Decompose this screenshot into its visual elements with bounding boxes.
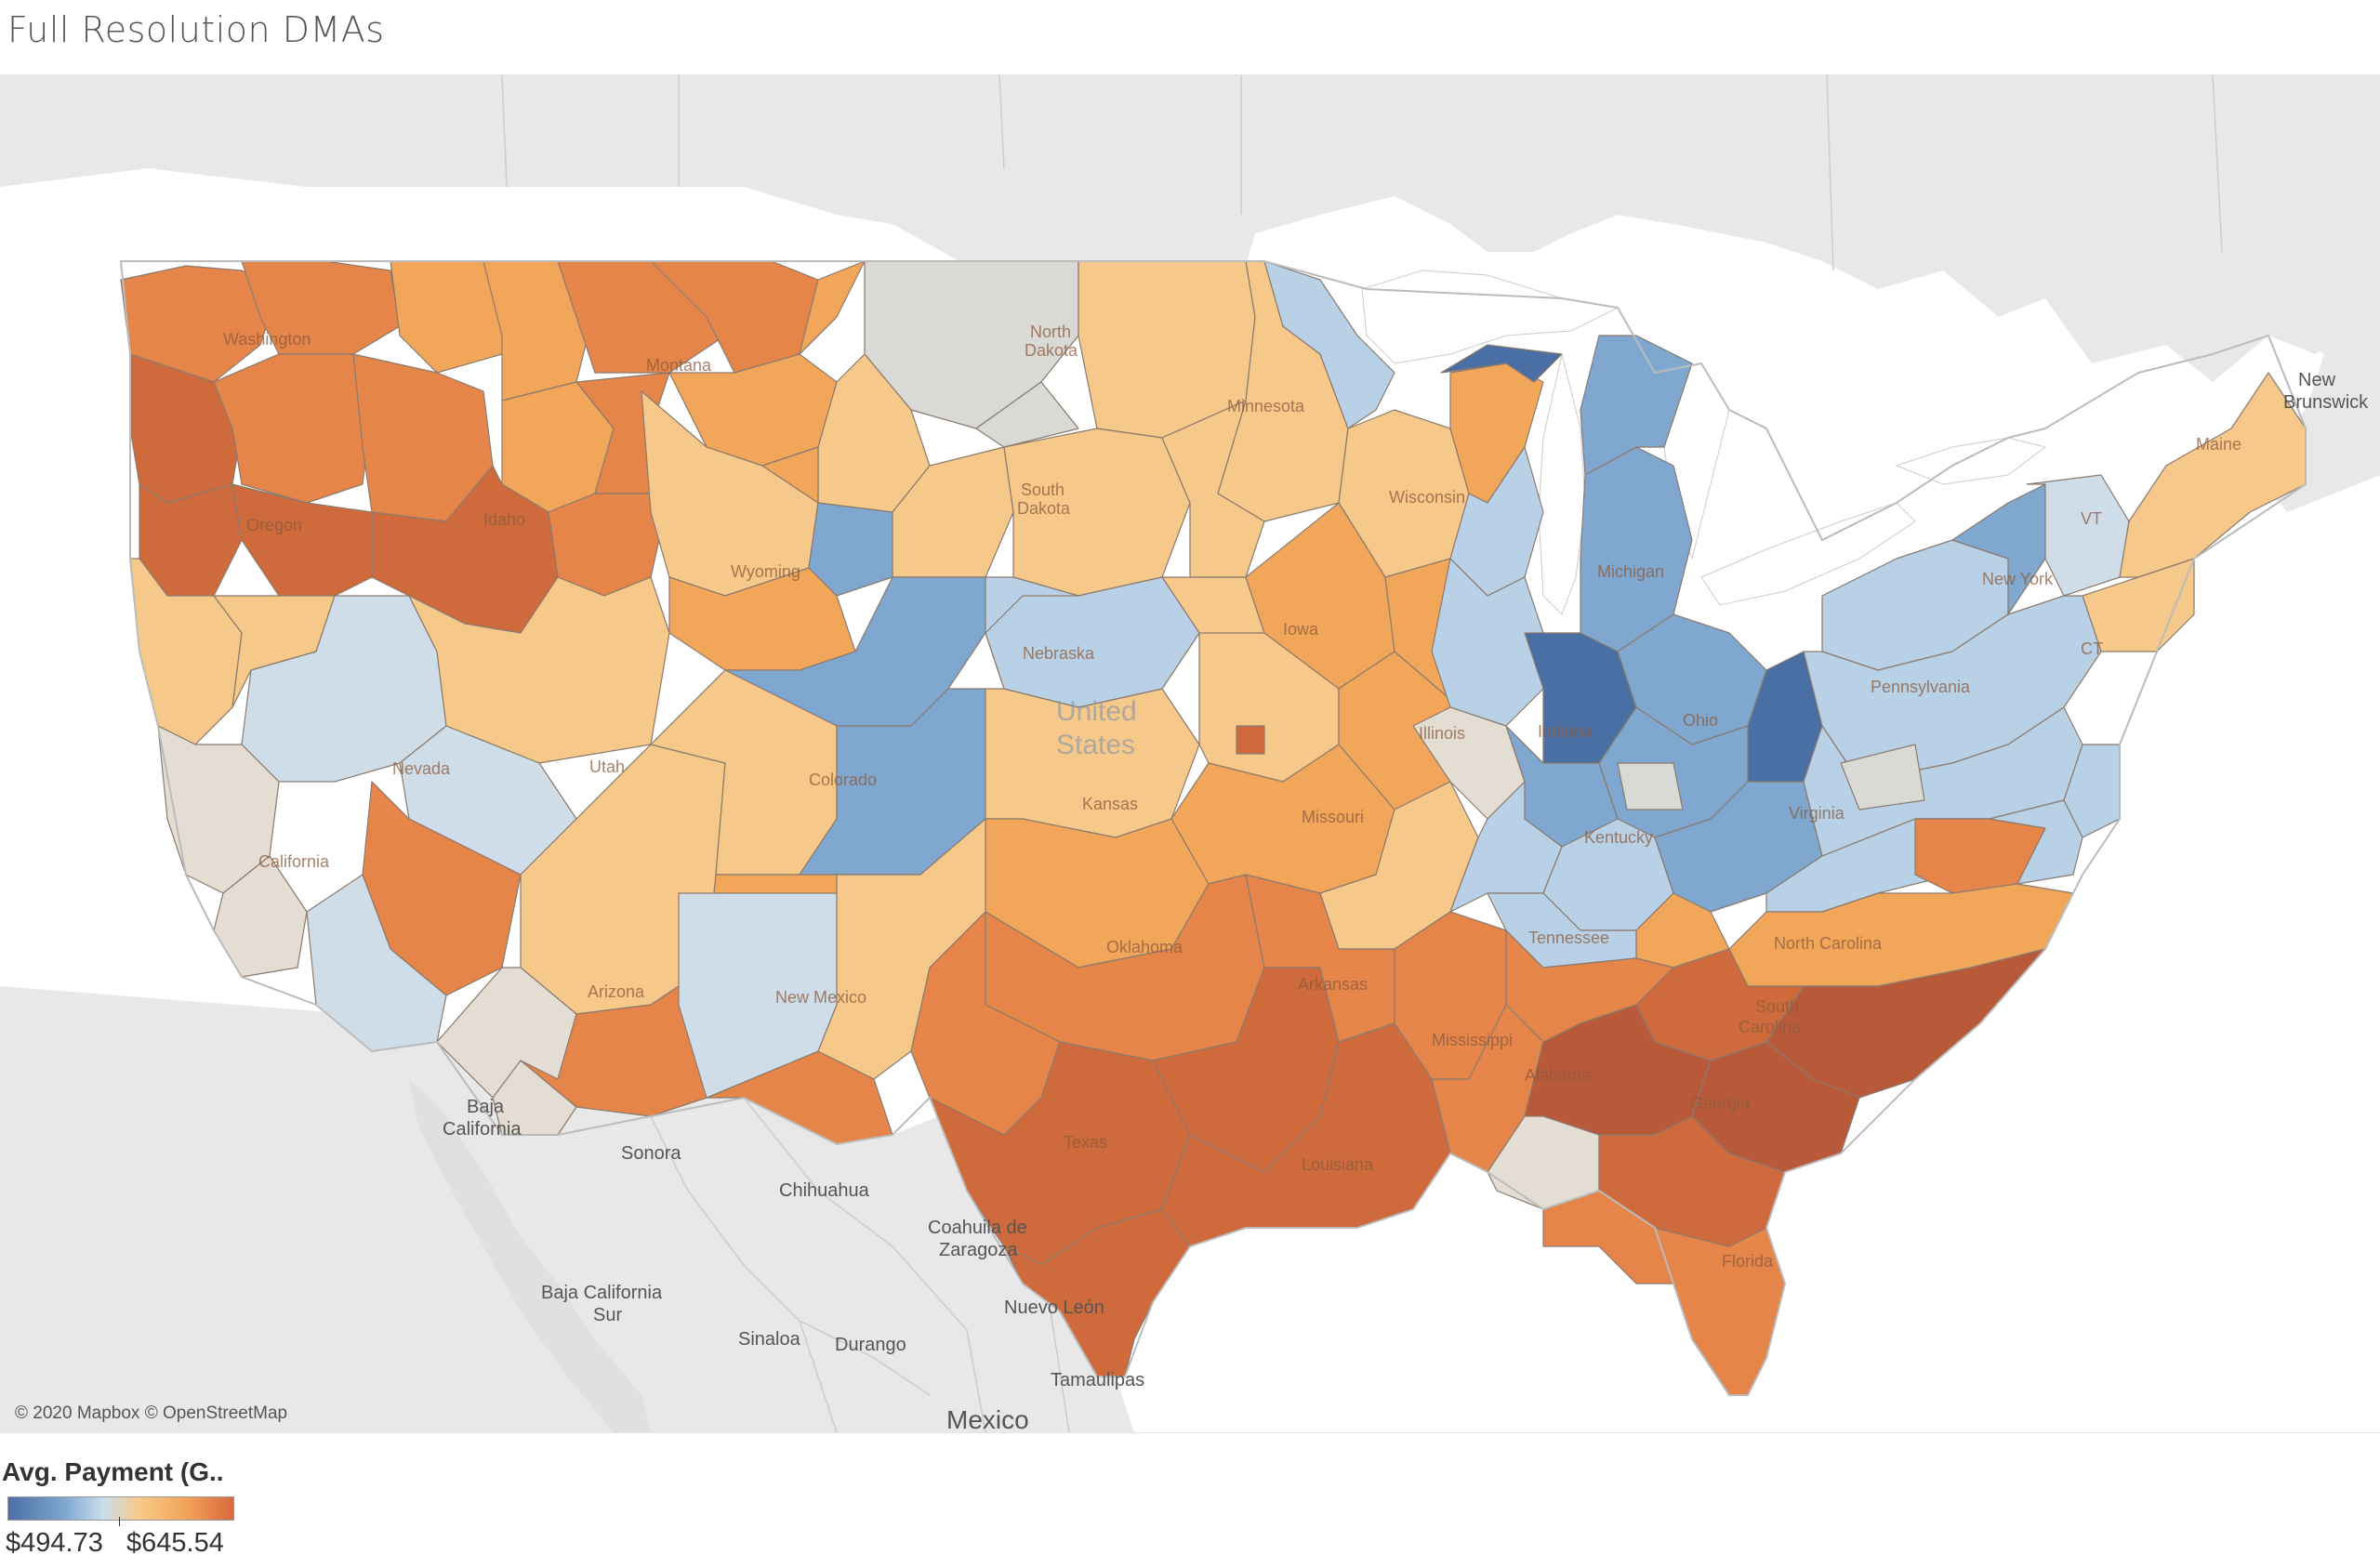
baja-peninsula [409,1079,651,1432]
legend-title: Avg. Payment (G.. [2,1457,224,1486]
geo-labels: New Brunswick Baja California Sonora Chi… [443,370,2369,1432]
state-label: Wyoming [731,562,800,581]
state-label: Florida [1722,1252,1774,1271]
country-label-line-2: States [1056,730,1135,760]
dma-region [975,381,1079,448]
geo-label: Zaragoza [939,1240,1018,1260]
state-label: Illinois [1419,724,1465,743]
dma-region [1989,799,2083,885]
geo-label: New [2298,370,2336,390]
state-label: North Carolina [1774,934,1883,953]
dma-region [231,483,373,597]
state-label: Montana [646,356,712,375]
geo-label: California [443,1119,522,1140]
dma-region [808,502,893,597]
state-label: Maine [2196,435,2241,454]
canada-land [0,75,2380,382]
dma-region [1840,744,1925,810]
geo-label: Durango [835,1335,906,1355]
legend-max-value: $645.54 [126,1528,224,1558]
legend-gradient-bar [7,1496,234,1521]
state-label: Kansas [1082,795,1138,813]
dma-region [241,260,401,355]
state-label: South [1755,997,1799,1016]
geo-label: Brunswick [2283,392,2369,413]
dma-region [761,446,819,504]
dma-region [1236,725,1265,755]
dma-region [1505,929,1674,1043]
state-label: South [1021,481,1064,499]
page-title: Full Resolution DMAs [7,9,385,50]
state-label: VT [2081,509,2102,528]
state-label: Idaho [483,510,525,529]
state-label: Mississippi [1432,1031,1513,1049]
state-label: CT [2081,639,2103,658]
state-label: North [1030,323,1071,341]
dma-region [1161,400,1265,578]
state-label: Ohio [1683,711,1718,730]
state-label: Georgia [1690,1094,1751,1113]
legend-min-value: $494.73 [6,1528,103,1558]
state-label: Michigan [1597,562,1664,581]
geo-label: Sinaloa [738,1329,801,1350]
state-label: Carolina [1739,1018,1802,1036]
geo-label: Baja [467,1097,505,1117]
us-outline [119,260,2307,1396]
state-label: Missouri [1302,808,1364,826]
state-label: Utah [589,758,625,776]
dma-region [985,576,1200,708]
country-label: United States [1056,696,1137,760]
dma-region [799,260,866,355]
state-labels: Washington Montana North Dakota Minnesot… [223,323,2241,1271]
state-label: New York [1982,570,2054,588]
state-label: Arizona [588,982,645,1001]
dma-choropleth-map[interactable]: Washington Montana North Dakota Minnesot… [0,75,2380,1432]
color-legend: Avg. Payment (G.. $494.73 $645.54 [0,1457,279,1558]
state-label: Indiana [1538,722,1593,741]
state-label: Kentucky [1584,828,1653,847]
geo-label: Tamaulipas [1051,1370,1144,1390]
state-label: Arkansas [1298,975,1368,994]
state-label: Wisconsin [1389,488,1465,507]
map-attribution[interactable]: © 2020 Mapbox © OpenStreetMap [15,1403,288,1423]
state-label: Nevada [392,759,451,778]
canada-east-land [2138,131,2380,512]
state-label: Nebraska [1023,644,1095,663]
dma-region [408,576,670,764]
state-label: California [258,852,330,871]
state-label: Alabama [1525,1066,1592,1085]
legend-tick [119,1517,120,1526]
state-label: Minnesota [1227,397,1305,415]
state-label: Tennessee [1528,929,1609,947]
state-label: Colorado [809,771,877,789]
state-label: New Mexico [775,988,866,1007]
state-label: Dakota [1025,341,1078,360]
state-label: Pennsylvania [1871,678,1971,696]
dma-region [1440,344,1563,383]
geo-label: Nuevo León [1004,1298,1104,1318]
dma-region [213,353,373,504]
dma-region [492,1060,577,1136]
state-label: Washington [223,330,311,349]
mexico-land [0,986,1134,1432]
state-label: Louisiana [1302,1155,1374,1174]
map-view[interactable]: Washington Montana North Dakota Minnesot… [0,74,2380,1433]
geo-label: Mexico [946,1405,1029,1432]
state-label: Iowa [1283,620,1319,639]
dma-region [2026,474,2130,597]
dma-region [1617,762,1684,810]
geo-label: Sur [593,1305,622,1325]
state-label: Oregon [246,516,302,534]
geo-label: Chihuahua [779,1180,870,1201]
geo-label: Coahuila de [928,1218,1027,1238]
state-label: Oklahoma [1106,938,1183,956]
country-label-line-1: United [1056,696,1137,727]
dma-regions [120,260,2307,1396]
state-label: Dakota [1017,499,1071,518]
geo-label: Baja California [541,1283,663,1303]
state-label: Virginia [1789,804,1845,823]
geo-label: Sonora [621,1143,681,1164]
state-label: Texas [1064,1133,1107,1152]
dma-region [1263,260,1395,429]
